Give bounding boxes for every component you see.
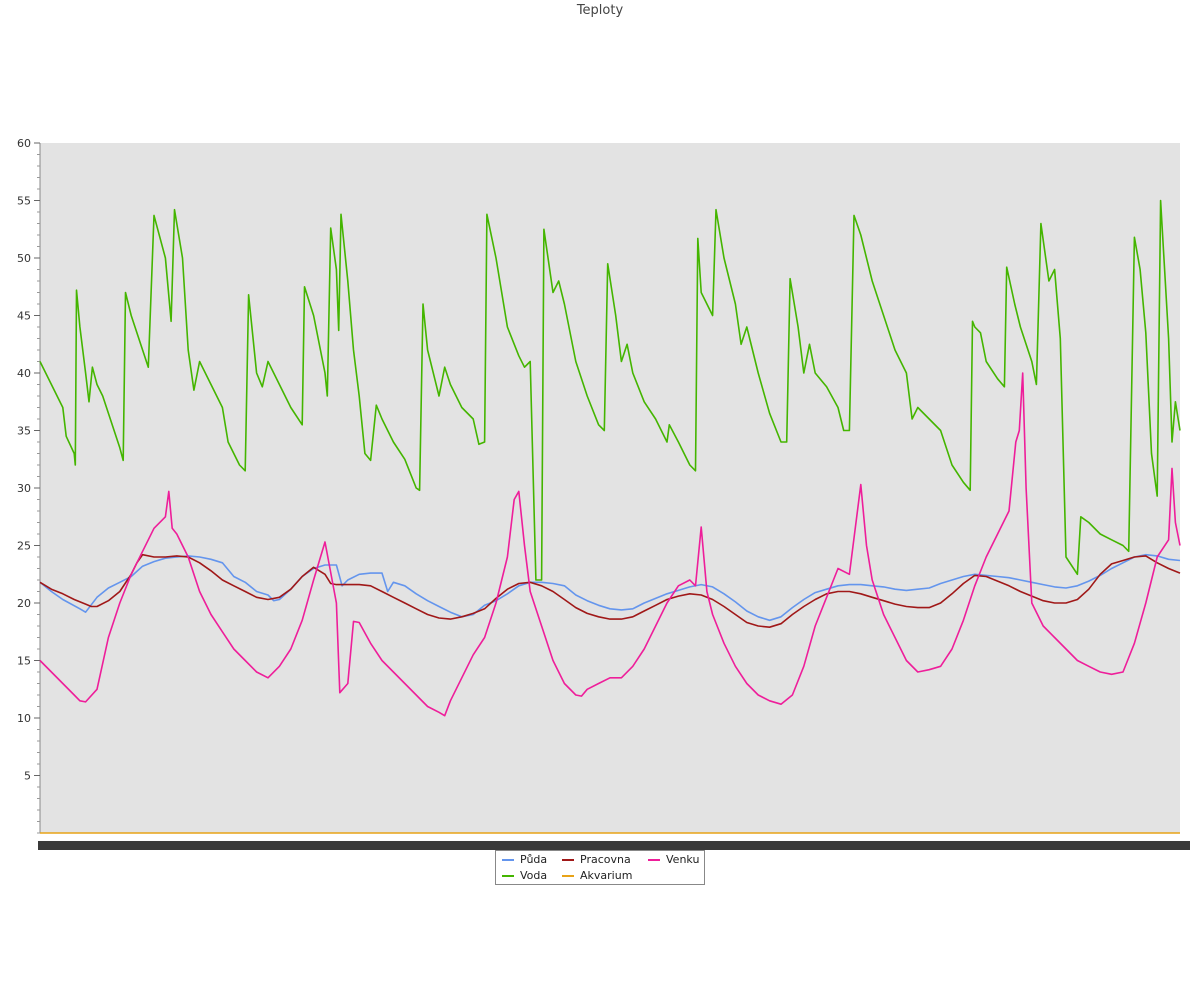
y-tick-label: 30 [17, 482, 31, 495]
y-tick-label: 25 [17, 540, 31, 553]
legend-swatch-akvarium [562, 875, 574, 877]
series-line-venku [39, 372, 1181, 717]
y-tick-label: 10 [17, 712, 31, 725]
legend-item-puda: Půda [502, 853, 547, 867]
y-tick-label: 60 [17, 137, 31, 150]
legend-swatch-voda [502, 875, 514, 877]
legend-swatch-venku [648, 859, 660, 861]
y-tick-label: 35 [17, 425, 31, 438]
legend-item-akvarium: Akvarium [562, 869, 632, 883]
legend-label-pracovna: Pracovna [580, 853, 631, 866]
y-tick-label: 40 [17, 367, 31, 380]
y-axis: 5 10 15 20 25 30 35 40 45 50 55 60 [17, 137, 41, 834]
x-axis-band [38, 841, 1190, 850]
y-tick-label: 20 [17, 597, 31, 610]
legend-label-puda: Půda [520, 853, 548, 866]
legend-label-akvarium: Akvarium [580, 869, 633, 882]
series-line-pracovna [39, 553, 1181, 629]
legend-label-voda: Voda [520, 869, 548, 882]
legend-label-venku: Venku [666, 853, 700, 866]
legend-item-voda: Voda [502, 869, 547, 883]
chart-title: Teploty [576, 3, 624, 18]
legend-item-pracovna: Pracovna [562, 853, 631, 867]
y-tick-label: 55 [17, 195, 31, 208]
y-tick-label: 5 [24, 770, 31, 783]
y-tick-label: 45 [17, 310, 31, 323]
series-line-voda [39, 199, 1181, 581]
legend-swatch-puda [502, 859, 514, 861]
legend-swatch-pracovna [562, 859, 574, 861]
legend: Půda Pracovna Venku Voda Akvarium [495, 850, 705, 885]
plot-background [40, 143, 1180, 833]
y-tick-label: 15 [17, 655, 31, 668]
series-line-puda [39, 553, 1181, 622]
y-tick-label: 50 [17, 252, 31, 265]
series-layer [39, 199, 1181, 834]
legend-item-venku: Venku [648, 853, 699, 867]
